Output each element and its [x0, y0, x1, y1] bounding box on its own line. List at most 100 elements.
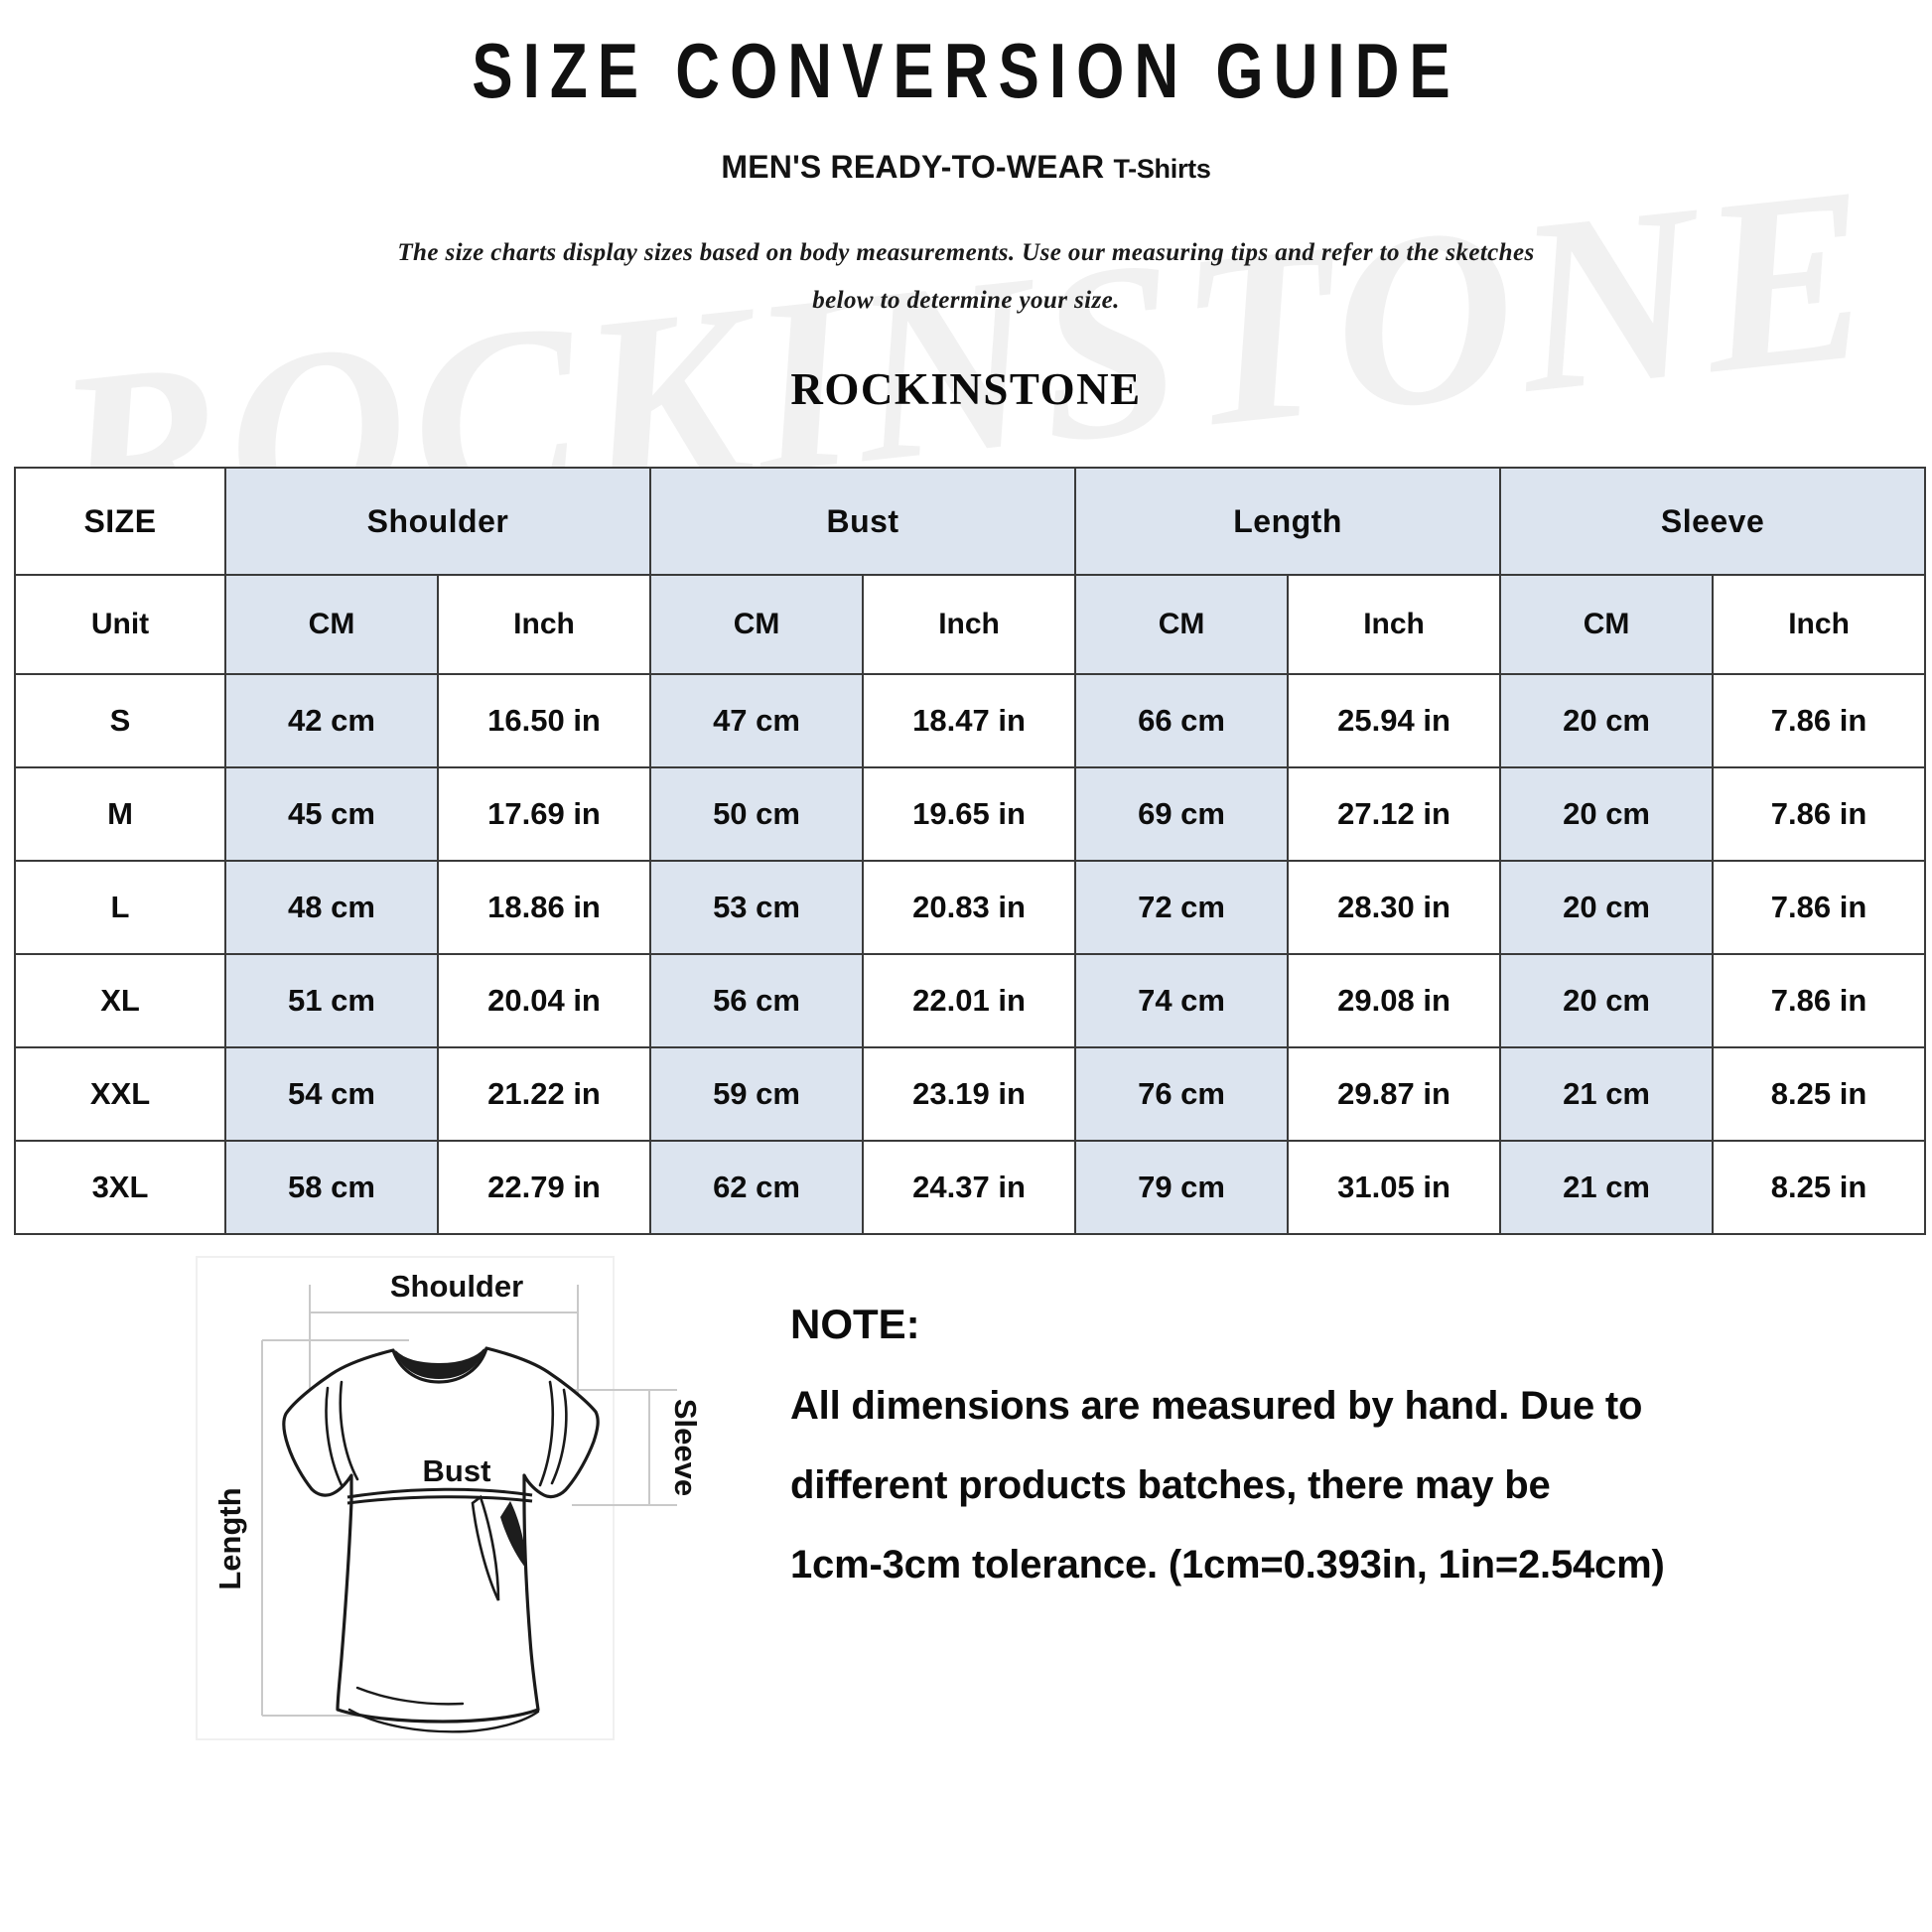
cell-shoulder-in: 21.22 in	[436, 1046, 652, 1142]
table-row: XL 51 cm 20.04 in 56 cm 22.01 in 74 cm 29.08 i…	[14, 953, 1927, 1048]
cell-sleeve-in: 7.86 in	[1712, 673, 1927, 768]
note-line-1: All dimensions are measured by hand. Due…	[790, 1384, 1643, 1428]
table-row: M 45 cm 17.69 in 50 cm 19.65 in 69 cm 27.12 in…	[14, 766, 1927, 862]
header-group-bust: Bust	[649, 467, 1077, 576]
cell-shoulder-cm: 48 cm	[224, 860, 439, 955]
cell-size: S	[14, 673, 226, 768]
header-unit-shoulder-inch: Inch	[436, 574, 652, 675]
cell-sleeve-cm: 21 cm	[1499, 1046, 1715, 1142]
cell-sleeve-in: 7.86 in	[1712, 860, 1927, 955]
tshirt-measurement-diagram: Shoulder Bust Length Sleeve	[183, 1251, 739, 1747]
cell-shoulder-cm: 42 cm	[224, 673, 439, 768]
cell-length-in: 31.05 in	[1287, 1140, 1502, 1235]
cell-sleeve-in: 8.25 in	[1712, 1140, 1927, 1235]
cell-bust-in: 24.37 in	[862, 1140, 1077, 1235]
cell-length-cm: 79 cm	[1074, 1140, 1290, 1235]
size-table-container: SIZE Shoulder Bust Length Sleeve Unit CM…	[14, 467, 1927, 1235]
cell-bust-cm: 50 cm	[649, 766, 865, 862]
cell-shoulder-in: 16.50 in	[436, 673, 652, 768]
description-line-1: The size charts display sizes based on b…	[397, 239, 1535, 266]
header-group-sleeve: Sleeve	[1499, 467, 1927, 576]
cell-bust-cm: 47 cm	[649, 673, 865, 768]
diagram-label-sleeve: Sleeve	[668, 1399, 703, 1496]
description-line-2: below to determine your size.	[812, 286, 1120, 314]
cell-shoulder-cm: 58 cm	[224, 1140, 439, 1235]
cell-length-in: 27.12 in	[1287, 766, 1502, 862]
note-title: NOTE:	[790, 1301, 920, 1347]
cell-sleeve-in: 7.86 in	[1712, 766, 1927, 862]
note-line-2: different products batches, there may be	[790, 1463, 1551, 1507]
size-conversion-table: SIZE Shoulder Bust Length Sleeve Unit CM…	[14, 467, 1927, 1235]
table-group-header-row: SIZE Shoulder Bust Length Sleeve	[14, 467, 1927, 576]
table-body: S 42 cm 16.50 in 47 cm 18.47 in 66 cm 25.94 in…	[14, 673, 1927, 1235]
cell-bust-cm: 62 cm	[649, 1140, 865, 1235]
header-unit-bust-cm: CM	[649, 574, 865, 675]
table-unit-header-row: Unit CM Inch CM Inch CM Inch CM Inch	[14, 574, 1927, 675]
cell-length-in: 29.87 in	[1287, 1046, 1502, 1142]
table-row: 3XL 58 cm 22.79 in 62 cm 24.37 in 79 cm 31.05 …	[14, 1140, 1927, 1235]
cell-size: XL	[14, 953, 226, 1048]
cell-length-in: 25.94 in	[1287, 673, 1502, 768]
cell-bust-in: 19.65 in	[862, 766, 1077, 862]
cell-length-cm: 72 cm	[1074, 860, 1290, 955]
note-block: NOTE: All dimensions are measured by han…	[739, 1251, 1932, 1624]
cell-sleeve-cm: 20 cm	[1499, 766, 1715, 862]
cell-sleeve-cm: 20 cm	[1499, 860, 1715, 955]
header-unit-length-inch: Inch	[1287, 574, 1502, 675]
header-unit-label: Unit	[14, 574, 226, 675]
cell-sleeve-in: 7.86 in	[1712, 953, 1927, 1048]
cell-bust-cm: 53 cm	[649, 860, 865, 955]
diagram-label-length: Length	[212, 1487, 247, 1589]
cell-sleeve-cm: 20 cm	[1499, 673, 1715, 768]
cell-length-in: 29.08 in	[1287, 953, 1502, 1048]
cell-bust-cm: 56 cm	[649, 953, 865, 1048]
header-unit-sleeve-inch: Inch	[1712, 574, 1927, 675]
page-header: SIZE CONVERSION GUIDE MEN'S READY-TO-WEA…	[0, 0, 1932, 415]
cell-shoulder-in: 22.79 in	[436, 1140, 652, 1235]
table-row: S 42 cm 16.50 in 47 cm 18.47 in 66 cm 25.94 in…	[14, 673, 1927, 768]
header-unit-bust-inch: Inch	[862, 574, 1077, 675]
table-row: L 48 cm 18.86 in 53 cm 20.83 in 72 cm 28.30 in…	[14, 860, 1927, 955]
bottom-section: Shoulder Bust Length Sleeve NOTE: All di…	[0, 1251, 1932, 1747]
subtitle: MEN'S READY-TO-WEAR T-Shirts	[0, 149, 1932, 186]
cell-shoulder-in: 18.86 in	[436, 860, 652, 955]
cell-size: L	[14, 860, 226, 955]
cell-sleeve-cm: 20 cm	[1499, 953, 1715, 1048]
diagram-label-bust: Bust	[423, 1453, 491, 1488]
description: The size charts display sizes based on b…	[0, 229, 1932, 324]
cell-size: 3XL	[14, 1140, 226, 1235]
cell-shoulder-in: 20.04 in	[436, 953, 652, 1048]
cell-bust-in: 22.01 in	[862, 953, 1077, 1048]
cell-shoulder-cm: 51 cm	[224, 953, 439, 1048]
subtitle-category: MEN'S READY-TO-WEAR	[721, 149, 1105, 185]
cell-bust-in: 18.47 in	[862, 673, 1077, 768]
header-group-length: Length	[1074, 467, 1502, 576]
header-unit-length-cm: CM	[1074, 574, 1290, 675]
diagram-label-shoulder: Shoulder	[390, 1269, 523, 1304]
note-line-3: 1cm-3cm tolerance. (1cm=0.393in, 1in=2.5…	[790, 1543, 1665, 1587]
page-title: SIZE CONVERSION GUIDE	[472, 29, 1460, 115]
cell-bust-in: 23.19 in	[862, 1046, 1077, 1142]
cell-size: XXL	[14, 1046, 226, 1142]
header-unit-shoulder-cm: CM	[224, 574, 439, 675]
cell-length-cm: 69 cm	[1074, 766, 1290, 862]
cell-size: M	[14, 766, 226, 862]
cell-length-in: 28.30 in	[1287, 860, 1502, 955]
cell-sleeve-in: 8.25 in	[1712, 1046, 1927, 1142]
header-group-shoulder: Shoulder	[223, 467, 652, 576]
cell-length-cm: 74 cm	[1074, 953, 1290, 1048]
subtitle-product: T-Shirts	[1113, 154, 1211, 184]
cell-shoulder-in: 17.69 in	[436, 766, 652, 862]
brand-name: ROCKINSTONE	[790, 364, 1142, 414]
table-row: XXL 54 cm 21.22 in 59 cm 23.19 in 76 cm 29.87 …	[14, 1046, 1927, 1142]
cell-length-cm: 66 cm	[1074, 673, 1290, 768]
cell-bust-cm: 59 cm	[649, 1046, 865, 1142]
header-unit-sleeve-cm: CM	[1499, 574, 1715, 675]
header-size: SIZE	[14, 467, 226, 576]
cell-length-cm: 76 cm	[1074, 1046, 1290, 1142]
cell-sleeve-cm: 21 cm	[1499, 1140, 1715, 1235]
cell-shoulder-cm: 45 cm	[224, 766, 439, 862]
cell-bust-in: 20.83 in	[862, 860, 1077, 955]
cell-shoulder-cm: 54 cm	[224, 1046, 439, 1142]
